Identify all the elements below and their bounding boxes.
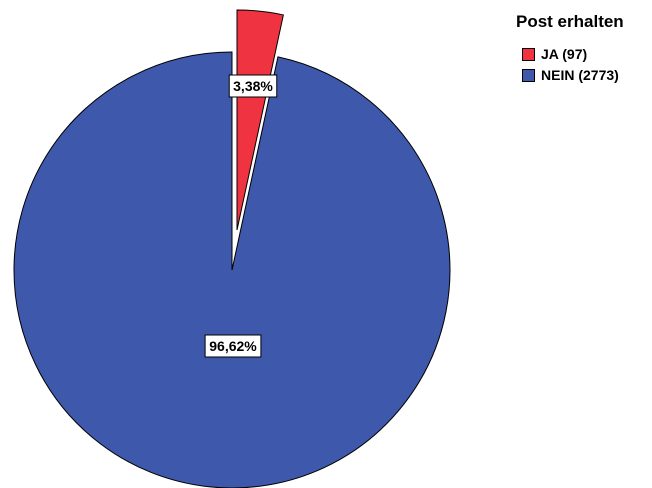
legend-label-ja: JA (97) <box>541 46 588 62</box>
percent-label-ja: 3,38% <box>228 74 278 98</box>
pie-slices <box>13 9 451 488</box>
legend-item-ja: JA (97) <box>522 45 587 63</box>
legend-swatch-nein <box>522 68 535 82</box>
svg-text:96,62%: 96,62% <box>209 338 257 354</box>
legend-swatch-ja <box>522 47 535 61</box>
pie-slice-ja <box>236 9 284 231</box>
pie-labels: 3,38% 96,62% <box>204 74 278 358</box>
percent-label-nein: 96,62% <box>204 334 262 358</box>
svg-text:3,38%: 3,38% <box>233 78 273 94</box>
pie-slice-nein <box>13 51 451 488</box>
legend-title: Post erhalten <box>516 12 624 31</box>
legend-label-nein: NEIN (2773) <box>541 67 619 83</box>
legend-item-nein: NEIN (2773) <box>522 66 619 84</box>
